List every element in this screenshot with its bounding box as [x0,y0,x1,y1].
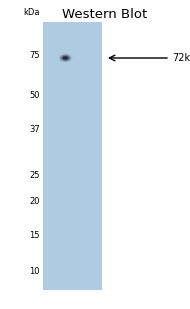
Text: 50: 50 [29,91,40,99]
Text: Western Blot: Western Blot [62,8,147,21]
Ellipse shape [60,54,71,61]
Ellipse shape [63,56,68,60]
Ellipse shape [58,53,72,62]
Text: 15: 15 [29,231,40,239]
Bar [43,22,102,290]
Text: 20: 20 [29,197,40,206]
Text: 37: 37 [29,125,40,134]
Text: kDa: kDa [24,8,40,17]
Text: 25: 25 [29,171,40,180]
Text: 10: 10 [29,268,40,277]
Ellipse shape [64,57,67,59]
Text: 75: 75 [29,50,40,60]
Ellipse shape [61,56,69,61]
Text: 72kDa: 72kDa [172,53,190,63]
